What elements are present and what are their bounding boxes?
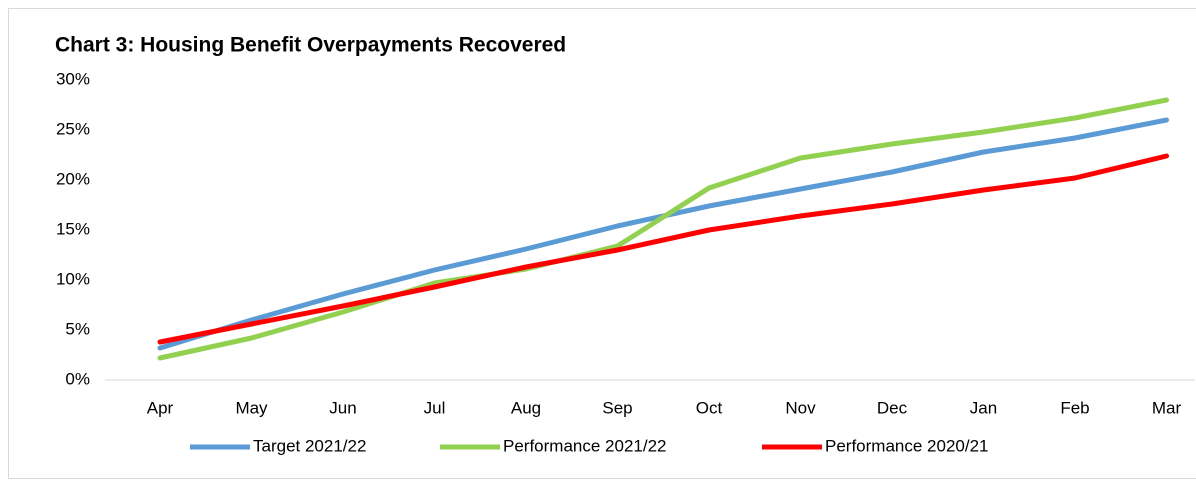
y-tick-label: 0% (65, 369, 90, 388)
chart-border (8, 8, 1196, 479)
x-tick-label: Apr (147, 398, 174, 417)
legend-label: Target 2021/22 (253, 436, 366, 455)
x-tick-label: Sep (602, 398, 632, 417)
x-tick-label: Nov (785, 398, 816, 417)
x-tick-label: Feb (1060, 398, 1089, 417)
y-tick-label: 20% (56, 169, 90, 188)
x-tick-label: Aug (511, 398, 541, 417)
x-tick-label: Jun (329, 398, 356, 417)
series-line (157, 97, 1169, 361)
x-tick-label: Jul (424, 398, 446, 417)
x-tick-label: Dec (877, 398, 908, 417)
x-tick-label: Mar (1152, 398, 1182, 417)
x-tick-label: Oct (696, 398, 723, 417)
y-tick-label: 30% (56, 69, 90, 88)
legend-label: Performance 2021/22 (503, 436, 667, 455)
x-tick-label: May (235, 398, 268, 417)
x-tick-label: Jan (970, 398, 997, 417)
y-tick-label: 5% (65, 319, 90, 338)
legend-label: Performance 2020/21 (825, 436, 989, 455)
y-tick-label: 25% (56, 119, 90, 138)
series-line (157, 153, 1169, 345)
chart-title: Chart 3: Housing Benefit Overpayments Re… (55, 34, 566, 57)
y-tick-label: 15% (56, 219, 90, 238)
y-tick-label: 10% (56, 269, 90, 288)
